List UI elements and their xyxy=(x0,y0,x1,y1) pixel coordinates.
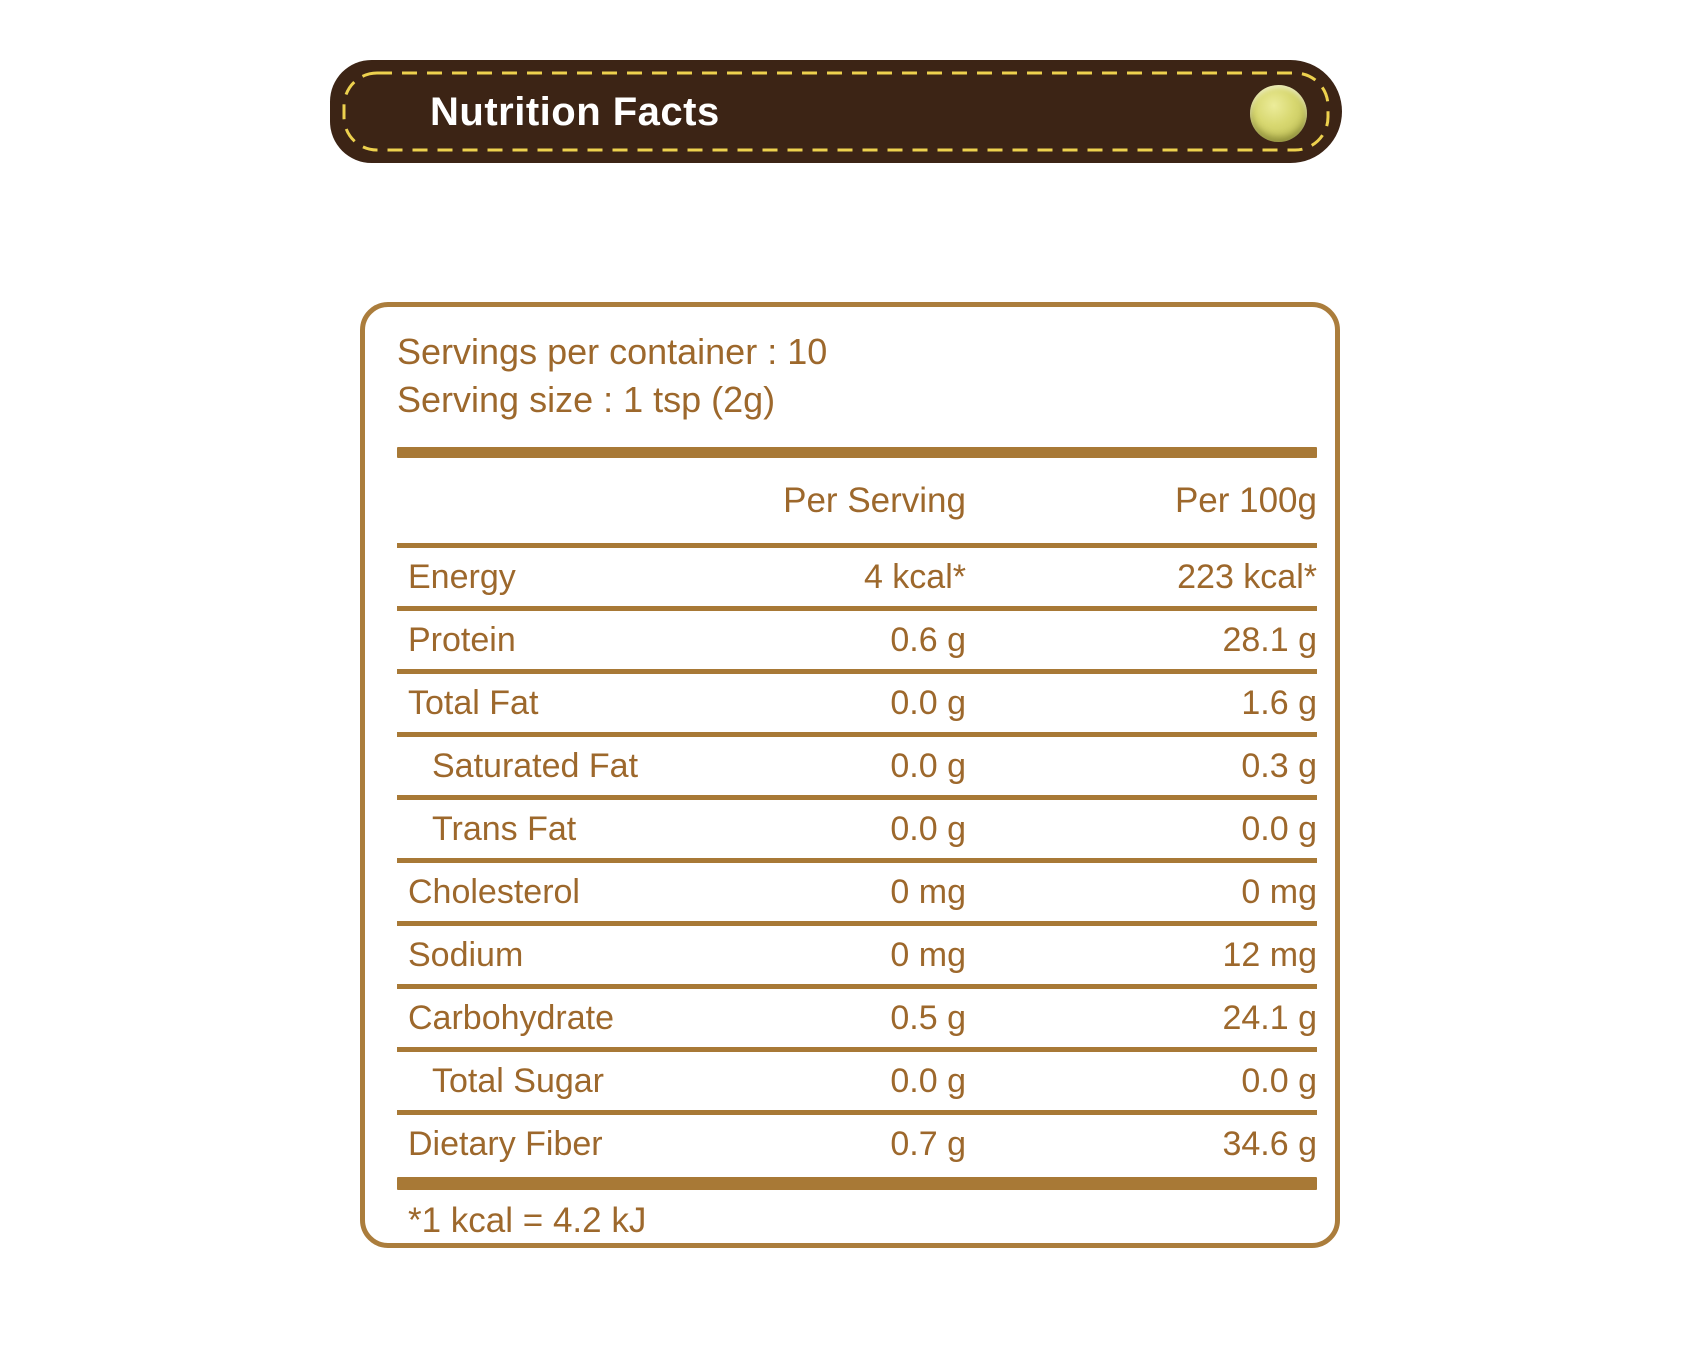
table-row: Sodium 0 mg 12 mg xyxy=(397,926,1317,989)
thick-divider-bottom xyxy=(397,1177,1317,1190)
row-per-100g-value: 223 kcal* xyxy=(1177,557,1317,596)
row-label: Dietary Fiber xyxy=(408,1124,603,1163)
row-label: Total Sugar xyxy=(432,1061,604,1100)
column-header-row: Per Serving Per 100g xyxy=(397,458,1317,548)
row-per-serving-value: 0.6 g xyxy=(890,620,966,659)
row-per-100g-value: 12 mg xyxy=(1222,935,1318,974)
row-label: Trans Fat xyxy=(432,809,577,848)
table-row: Cholesterol 0 mg 0 mg xyxy=(397,863,1317,926)
row-per-serving-value: 0 mg xyxy=(890,935,966,974)
row-label: Carbohydrate xyxy=(408,998,615,1037)
row-label: Saturated Fat xyxy=(432,746,639,785)
row-per-100g-value: 0 mg xyxy=(1241,872,1317,911)
row-per-serving-value: 0.0 g xyxy=(890,746,966,785)
yellow-circle-ornament xyxy=(1250,85,1307,142)
banner-title: Nutrition Facts xyxy=(430,89,720,134)
column-header-per-serving: Per Serving xyxy=(783,480,966,520)
row-per-100g-value: 0.3 g xyxy=(1241,746,1317,785)
row-label: Total Fat xyxy=(408,683,539,722)
row-per-100g-value: 24.1 g xyxy=(1222,998,1317,1037)
row-per-100g-value: 0.0 g xyxy=(1241,1061,1317,1100)
nutrition-facts-banner: Nutrition Facts xyxy=(330,60,1342,163)
row-per-serving-value: 0.0 g xyxy=(890,809,966,848)
table-row: Total Fat 0.0 g 1.6 g xyxy=(397,674,1317,737)
column-header-per-100g: Per 100g xyxy=(1174,480,1317,520)
kcal-footnote: *1 kcal = 4.2 kJ xyxy=(408,1201,647,1240)
table-row: Dietary Fiber 0.7 g 34.6 g xyxy=(397,1115,1317,1173)
table-row: Carbohydrate 0.5 g 24.1 g xyxy=(397,989,1317,1052)
table-row: Energy 4 kcal* 223 kcal* xyxy=(397,548,1317,611)
row-label: Energy xyxy=(408,557,516,596)
servings-per-container: Servings per container : 10 xyxy=(397,331,828,372)
nutrition-facts-panel: Servings per container : 10 Serving size… xyxy=(360,302,1340,1248)
table-row: Trans Fat 0.0 g 0.0 g xyxy=(397,800,1317,863)
row-label: Protein xyxy=(408,620,516,659)
row-label: Sodium xyxy=(408,935,524,974)
row-per-100g-value: 34.6 g xyxy=(1222,1124,1317,1163)
row-per-serving-value: 4 kcal* xyxy=(863,557,966,596)
row-per-serving-value: 0.5 g xyxy=(890,998,966,1037)
row-per-100g-value: 1.6 g xyxy=(1241,683,1317,722)
row-per-100g-value: 0.0 g xyxy=(1241,809,1317,848)
row-label: Cholesterol xyxy=(408,872,580,911)
row-per-serving-value: 0.0 g xyxy=(890,683,966,722)
row-per-serving-value: 0.0 g xyxy=(890,1061,966,1100)
table-row: Total Sugar 0.0 g 0.0 g xyxy=(397,1052,1317,1115)
row-per-serving-value: 0.7 g xyxy=(890,1124,966,1163)
thick-divider-top xyxy=(397,447,1317,458)
serving-size: Serving size : 1 tsp (2g) xyxy=(397,379,776,420)
table-row: Saturated Fat 0.0 g 0.3 g xyxy=(397,737,1317,800)
nutrient-rows: Energy 4 kcal* 223 kcal* Protein 0.6 g 2… xyxy=(397,548,1317,1173)
row-per-serving-value: 0 mg xyxy=(890,872,966,911)
row-per-100g-value: 28.1 g xyxy=(1222,620,1317,659)
table-row: Protein 0.6 g 28.1 g xyxy=(397,611,1317,674)
